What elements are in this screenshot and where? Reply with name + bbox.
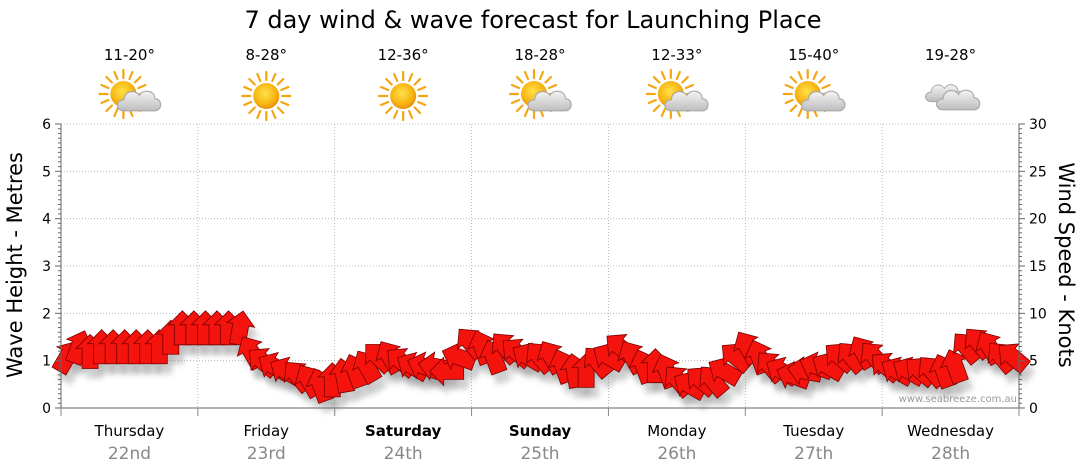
y-tick-label-right: 10 [1029, 306, 1047, 322]
y-tick-label-right: 30 [1029, 117, 1047, 133]
sunny-icon [378, 70, 429, 122]
y-axis-left-title: Wave Height - Metres [3, 152, 27, 378]
day-date: 24th [384, 444, 423, 464]
day-temperature: 12-36° [378, 46, 429, 64]
wind-arrow [940, 349, 969, 385]
day-temperature: 12-33° [651, 46, 702, 64]
cloudy-icon [925, 84, 981, 111]
chart-title: 7 day wind & wave forecast for Launching… [244, 6, 821, 34]
chart-credit: www.seabreeze.com.au [899, 394, 1017, 405]
day-date: 23rd [247, 444, 286, 464]
day-name: Friday [244, 422, 290, 440]
day-name: Monday [647, 422, 706, 440]
day-date: 27th [794, 444, 833, 464]
y-tick-label-left: 0 [42, 401, 51, 417]
day-name: Sunday [509, 422, 572, 440]
y-tick-label-left: 3 [42, 259, 51, 275]
wind-series [51, 310, 1031, 404]
sunny-icon [241, 70, 292, 122]
partly-cloudy-icon [508, 68, 572, 120]
day-name: Wednesday [907, 422, 994, 440]
y-tick-label-left: 5 [42, 164, 51, 180]
day-name: Tuesday [782, 422, 844, 440]
day-temperature: 18-28° [514, 46, 565, 64]
day-name: Saturday [365, 422, 442, 440]
y-tick-label-left: 2 [42, 306, 51, 322]
sun-shape [378, 70, 429, 122]
sun-shape [241, 70, 292, 122]
y-tick-label-right: 5 [1029, 354, 1038, 370]
day-temperature: 19-28° [925, 46, 976, 64]
partly-cloudy-icon [645, 68, 709, 120]
y-axis-right-title: Wind Speed - Knots [1054, 162, 1078, 367]
day-date: 26th [657, 444, 696, 464]
day-name: Thursday [94, 422, 165, 440]
wind-arrow [998, 343, 1031, 375]
y-tick-label-right: 15 [1029, 259, 1047, 275]
day-columns: 11-20° Thursday 22nd 8-28° Friday 23rd 12-36° S… [94, 46, 995, 464]
axes: 0 1 2 3 4 5 6 0 5 10 15 20 25 30 [42, 117, 1047, 417]
partly-cloudy-icon [782, 68, 846, 120]
y-tick-label-left: 1 [42, 354, 51, 370]
y-tick-label-left: 6 [42, 117, 51, 133]
day-temperature: 15-40° [788, 46, 839, 64]
y-tick-label-right: 20 [1029, 212, 1047, 228]
y-tick-label-right: 25 [1029, 164, 1047, 180]
day-temperature: 11-20° [104, 46, 155, 64]
day-date: 22nd [108, 444, 151, 464]
plot-area [61, 123, 1019, 408]
y-tick-label-right: 0 [1029, 401, 1038, 417]
day-temperature: 8-28° [246, 46, 288, 64]
partly-cloudy-icon [98, 68, 162, 120]
day-date: 25th [520, 444, 559, 464]
y-tick-label-left: 4 [42, 212, 51, 228]
day-date: 28th [931, 444, 970, 464]
